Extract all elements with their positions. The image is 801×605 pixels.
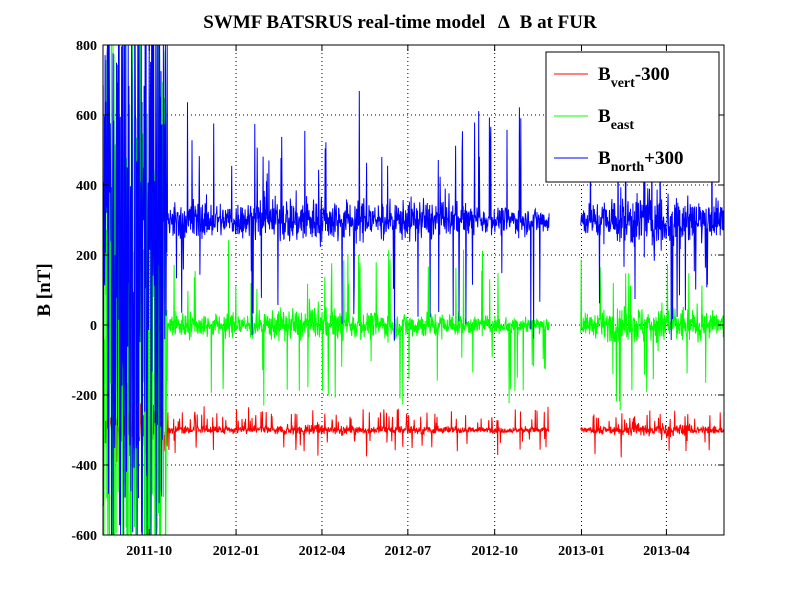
series-line-B_east: [102, 44, 725, 536]
plot-frame: [102, 44, 725, 536]
chart-title-prefix: SWMF BATSRUS real-time model: [203, 12, 485, 33]
chart-title-suffix: B at FUR: [520, 12, 597, 33]
series-line-B_north+300: [102, 44, 725, 536]
chart-title-symbol: Δ: [498, 12, 510, 33]
y-tick-label: 200: [76, 249, 97, 264]
x-tick-label: 2011-10: [126, 544, 172, 559]
y-tick-label: -400: [71, 459, 97, 474]
legend-entry-B_north+300: Bnorth+300: [598, 148, 683, 175]
y-tick-label: 800: [76, 39, 97, 54]
x-tick-label: 2013-01: [558, 544, 605, 559]
x-tick-label: 2012-04: [299, 544, 346, 559]
legend-entry-B_vert-300: Bvert-300: [598, 64, 670, 91]
legend: Bvert-300 Beast Bnorth+300: [545, 51, 720, 183]
y-tick-label: 400: [76, 179, 97, 194]
y-tick-label: 0: [90, 319, 97, 334]
y-tick-label: 600: [76, 109, 97, 124]
x-tick-label: 2012-07: [385, 544, 432, 559]
x-tick-label: 2012-01: [213, 544, 260, 559]
axes: -600 -400 -200 0 200 400 600 800 2011-10 2012-01 2…: [71, 39, 725, 559]
series-line-B_vert-300: [102, 402, 725, 463]
series-layer: [102, 44, 725, 536]
y-axis-label: B [nT]: [34, 263, 55, 316]
chart-title: SWMF BATSRUS real-time model Δ B at FUR: [203, 12, 597, 33]
x-tick-label: 2012-10: [471, 544, 518, 559]
y-tick-label: -200: [71, 389, 97, 404]
legend-entry-B_east: Beast: [598, 106, 634, 133]
x-tick-label: 2013-04: [643, 544, 690, 559]
y-tick-label: -600: [71, 529, 97, 544]
